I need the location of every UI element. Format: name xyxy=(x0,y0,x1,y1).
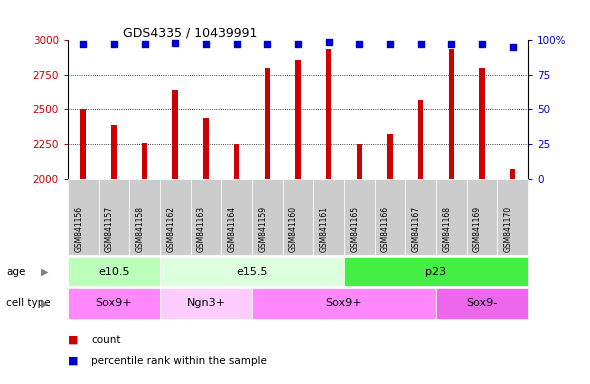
Bar xyxy=(295,60,301,384)
Text: GSM841165: GSM841165 xyxy=(350,205,359,252)
Text: GSM841161: GSM841161 xyxy=(320,205,329,252)
Point xyxy=(416,41,425,48)
Text: GSM841159: GSM841159 xyxy=(258,205,267,252)
Bar xyxy=(479,68,485,384)
Text: GSM841167: GSM841167 xyxy=(412,205,421,252)
Bar xyxy=(510,169,516,384)
Bar xyxy=(234,144,240,384)
Bar xyxy=(356,144,362,384)
Text: GSM841164: GSM841164 xyxy=(228,205,237,252)
Point xyxy=(477,41,487,48)
Text: age: age xyxy=(6,266,25,277)
Point xyxy=(324,39,333,45)
Text: percentile rank within the sample: percentile rank within the sample xyxy=(91,356,267,366)
Bar xyxy=(172,90,178,384)
Text: GSM841160: GSM841160 xyxy=(289,205,298,252)
Text: GSM841169: GSM841169 xyxy=(473,205,482,252)
Bar xyxy=(264,68,270,384)
Text: Sox9+: Sox9+ xyxy=(96,298,132,308)
Bar xyxy=(448,49,454,384)
Bar xyxy=(111,125,117,384)
Text: GSM841168: GSM841168 xyxy=(442,205,451,252)
Text: Sox9+: Sox9+ xyxy=(326,298,362,308)
Point xyxy=(171,40,180,46)
Text: ▶: ▶ xyxy=(41,298,48,308)
Bar xyxy=(326,49,332,384)
Text: Ngn3+: Ngn3+ xyxy=(186,298,225,308)
Text: cell type: cell type xyxy=(6,298,51,308)
Text: ▶: ▶ xyxy=(41,266,48,277)
Bar xyxy=(203,118,209,384)
Bar xyxy=(142,143,148,384)
Point xyxy=(447,41,456,48)
Text: p23: p23 xyxy=(425,266,447,277)
Text: e15.5: e15.5 xyxy=(236,266,268,277)
Point xyxy=(385,41,395,48)
Text: Sox9-: Sox9- xyxy=(467,298,497,308)
Point xyxy=(232,41,241,48)
Point xyxy=(263,41,272,48)
Bar xyxy=(418,100,424,384)
Text: GSM841166: GSM841166 xyxy=(381,205,390,252)
Point xyxy=(140,41,149,48)
Text: e10.5: e10.5 xyxy=(98,266,130,277)
Point xyxy=(508,44,517,50)
Text: GSM841162: GSM841162 xyxy=(166,205,175,252)
Text: GSM841156: GSM841156 xyxy=(74,205,83,252)
Point xyxy=(109,41,119,48)
Text: GSM841158: GSM841158 xyxy=(136,205,145,252)
Bar xyxy=(80,109,86,384)
Text: GSM841170: GSM841170 xyxy=(504,205,513,252)
Text: ■: ■ xyxy=(68,356,78,366)
Point xyxy=(78,41,88,48)
Point xyxy=(201,41,211,48)
Point xyxy=(355,41,364,48)
Text: GSM841163: GSM841163 xyxy=(197,205,206,252)
Text: count: count xyxy=(91,335,121,345)
Point xyxy=(293,41,303,48)
Text: GDS4335 / 10439991: GDS4335 / 10439991 xyxy=(123,26,257,39)
Bar xyxy=(387,134,393,384)
Text: ■: ■ xyxy=(68,335,78,345)
Text: GSM841157: GSM841157 xyxy=(105,205,114,252)
